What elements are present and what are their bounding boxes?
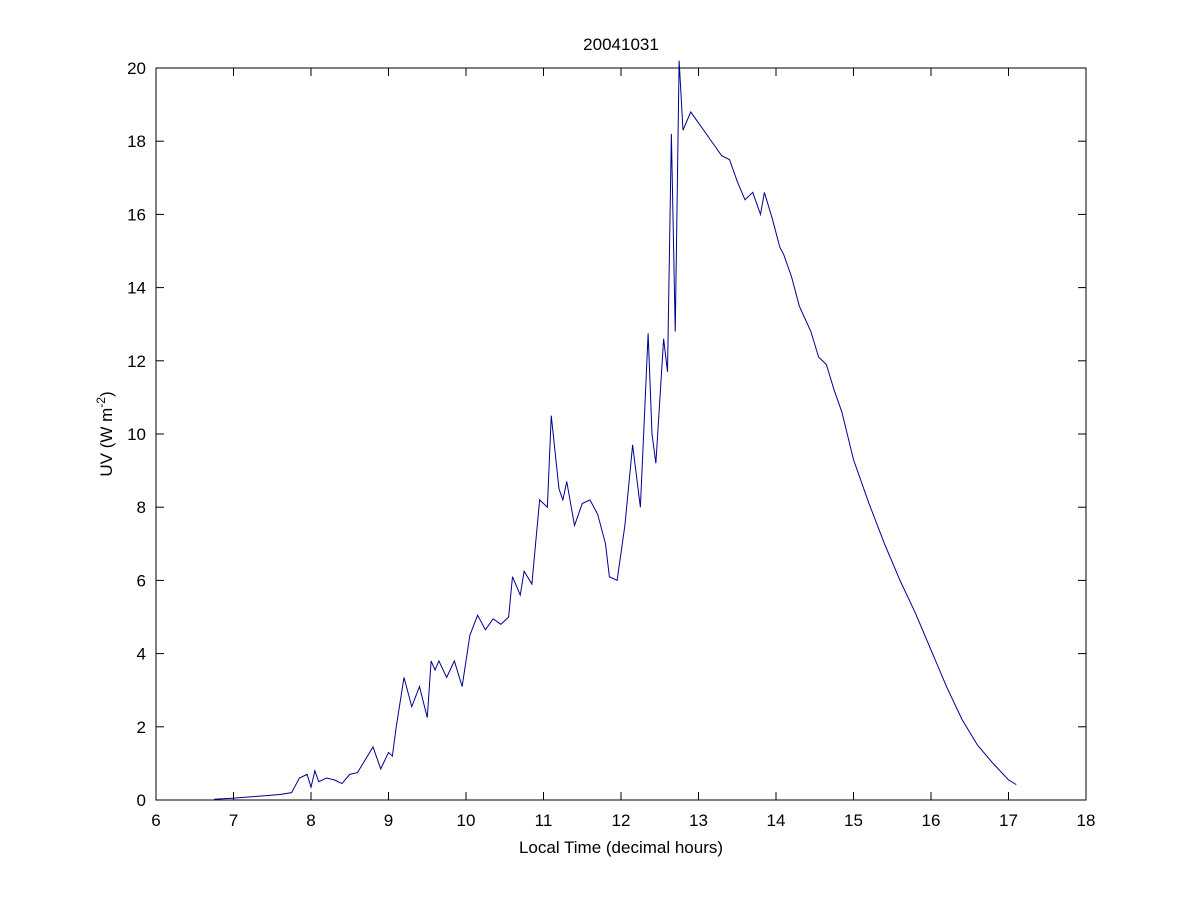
y-tick-label: 6 bbox=[137, 571, 146, 590]
x-tick-label: 18 bbox=[1077, 811, 1096, 830]
y-tick-label: 4 bbox=[137, 645, 146, 664]
y-tick-label: 2 bbox=[137, 718, 146, 737]
plot-box bbox=[155, 67, 1087, 801]
x-tick-label: 16 bbox=[922, 811, 941, 830]
x-tick-label: 9 bbox=[384, 811, 393, 830]
chart-title: 20041031 bbox=[583, 35, 659, 54]
x-tick-label: 17 bbox=[999, 811, 1018, 830]
x-tick-label: 14 bbox=[767, 811, 786, 830]
y-axis-label-sup: -2 bbox=[94, 397, 108, 408]
y-tick-label: 20 bbox=[127, 59, 146, 78]
x-tick-label: 7 bbox=[229, 811, 238, 830]
y-tick-label: 12 bbox=[127, 352, 146, 371]
y-tick-label: 8 bbox=[137, 498, 146, 517]
y-tick-label: 18 bbox=[127, 132, 146, 151]
x-tick-label: 10 bbox=[457, 811, 476, 830]
y-tick-label: 0 bbox=[137, 791, 146, 810]
data-line bbox=[214, 60, 1017, 800]
y-axis-label-text: UV (W m bbox=[97, 408, 116, 477]
x-tick-label: 8 bbox=[306, 811, 315, 830]
y-tick-label: 16 bbox=[127, 205, 146, 224]
x-tick-label: 12 bbox=[612, 811, 631, 830]
x-axis-label: Local Time (decimal hours) bbox=[519, 838, 723, 857]
y-tick-label: 14 bbox=[127, 279, 146, 298]
y-tick-label: 10 bbox=[127, 425, 146, 444]
x-tick-label: 11 bbox=[535, 811, 553, 830]
y-axis-label: UV (W m-2) bbox=[94, 391, 116, 476]
y-axis-label-end: ) bbox=[97, 391, 116, 397]
x-tick-label: 15 bbox=[844, 811, 863, 830]
x-tick-label: 13 bbox=[689, 811, 708, 830]
x-tick-label: 6 bbox=[151, 811, 160, 830]
